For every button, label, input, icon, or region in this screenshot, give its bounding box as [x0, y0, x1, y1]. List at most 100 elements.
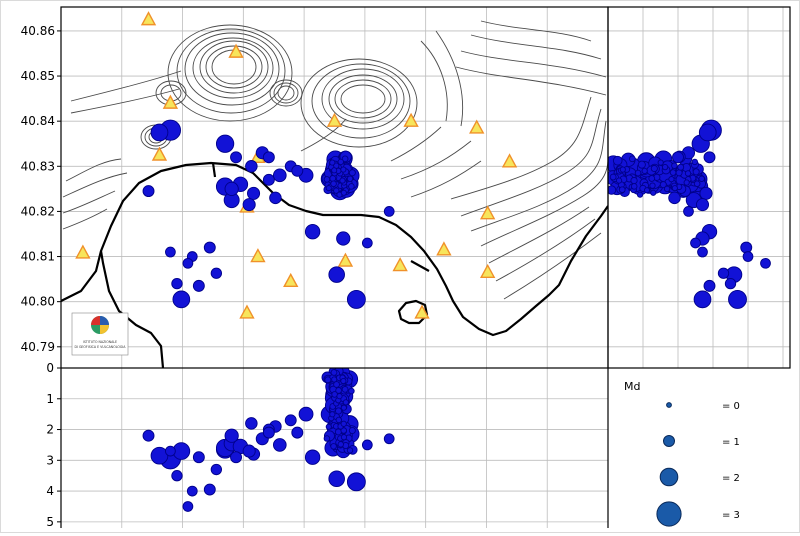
event-circle	[340, 189, 347, 196]
event-circle	[172, 290, 191, 309]
event-circle	[648, 175, 656, 182]
legend-marker	[656, 501, 682, 527]
legend-label: = 3	[722, 510, 740, 521]
event-circle	[324, 376, 332, 384]
lat-tick-label: 40.86	[21, 24, 55, 38]
event-circle	[328, 470, 345, 488]
event-circle	[677, 163, 685, 171]
event-markers-lat-depth	[142, 368, 395, 512]
event-circle	[691, 158, 699, 166]
event-circle	[346, 447, 354, 454]
event-circle	[269, 191, 282, 205]
lat-tick-label: 40.81	[21, 250, 55, 264]
station-triangle	[162, 94, 179, 109]
event-circle	[637, 160, 646, 169]
event-circle	[182, 501, 194, 512]
event-markers-map	[142, 119, 395, 309]
event-circle	[348, 427, 356, 435]
event-circle	[336, 393, 343, 400]
station-triangle	[479, 263, 496, 279]
event-circle	[340, 434, 348, 441]
event-circle	[619, 166, 626, 173]
event-circle	[330, 369, 338, 376]
event-circle	[230, 151, 242, 164]
station-triangle	[228, 43, 244, 58]
event-circle	[331, 376, 338, 383]
map-grid	[61, 7, 608, 368]
logo-text-line-1: ISTITUTO NAZIONALE	[83, 340, 117, 344]
event-circle	[692, 168, 700, 176]
event-circle	[210, 267, 223, 279]
depth-tick-label: 2	[46, 423, 54, 437]
magnitude-legend: Md = 0 = 1 = 2 = 3	[624, 380, 740, 527]
event-circle	[630, 183, 638, 190]
event-circle	[325, 423, 332, 430]
event-circle	[262, 173, 275, 186]
station-triangle	[469, 119, 485, 134]
event-circle	[671, 185, 678, 192]
event-circle	[698, 123, 717, 142]
event-circle	[298, 406, 314, 422]
event-markers-lon-depth	[608, 119, 771, 309]
event-circle	[142, 429, 155, 442]
station-triangle	[250, 248, 266, 263]
event-circle	[142, 185, 155, 198]
event-circle	[245, 417, 258, 430]
event-circle	[630, 176, 638, 185]
lat-tick-label: 40.85	[21, 69, 55, 83]
event-circle	[247, 186, 261, 200]
event-circle	[669, 169, 677, 176]
event-circle	[659, 181, 667, 189]
legend-label: = 0	[722, 401, 740, 412]
station-triangle	[140, 11, 157, 26]
event-circle	[186, 485, 198, 497]
event-circle	[649, 182, 656, 189]
station-triangle	[501, 153, 518, 168]
event-circle	[703, 151, 716, 164]
event-circle	[346, 175, 354, 182]
station-triangle	[479, 205, 496, 220]
event-circle	[348, 169, 356, 177]
depth-tick-label: 4	[46, 484, 54, 498]
event-circle	[618, 186, 626, 194]
event-circle	[150, 123, 169, 142]
event-circle	[675, 169, 683, 177]
event-circle	[245, 160, 258, 173]
event-circle	[341, 386, 349, 393]
station-triangle	[151, 146, 168, 161]
depth-tick-label: 0	[46, 361, 54, 375]
event-circle	[262, 151, 275, 164]
event-circle	[337, 158, 344, 166]
event-circle	[340, 166, 347, 173]
event-circle	[615, 177, 623, 184]
event-circle	[348, 183, 355, 190]
event-circle	[215, 134, 235, 153]
event-circle	[650, 164, 658, 173]
station-triangle	[414, 304, 430, 319]
event-circle	[636, 191, 644, 198]
depth-tick-label: 3	[46, 453, 54, 467]
event-circle	[291, 426, 304, 439]
event-circle	[699, 186, 713, 200]
event-circle	[203, 483, 216, 496]
event-circle	[693, 180, 701, 188]
event-circle	[661, 164, 669, 171]
station-triangle	[337, 252, 354, 267]
event-circle	[291, 164, 304, 177]
event-circle	[690, 237, 701, 249]
event-circle	[337, 441, 344, 448]
event-circle	[272, 168, 287, 183]
event-circle	[717, 267, 730, 279]
event-circle	[340, 404, 347, 411]
ingv-logo: ISTITUTO NAZIONALE DI GEOFISICA E VULCAN…	[71, 312, 129, 356]
event-circle	[230, 451, 242, 464]
event-circle	[262, 426, 275, 439]
legend-label: = 2	[722, 473, 740, 484]
event-circle	[165, 445, 176, 457]
event-circle	[383, 433, 395, 445]
event-circle	[650, 189, 657, 196]
event-circle	[697, 246, 708, 258]
event-circle	[333, 381, 340, 388]
station-triangle	[392, 257, 408, 272]
